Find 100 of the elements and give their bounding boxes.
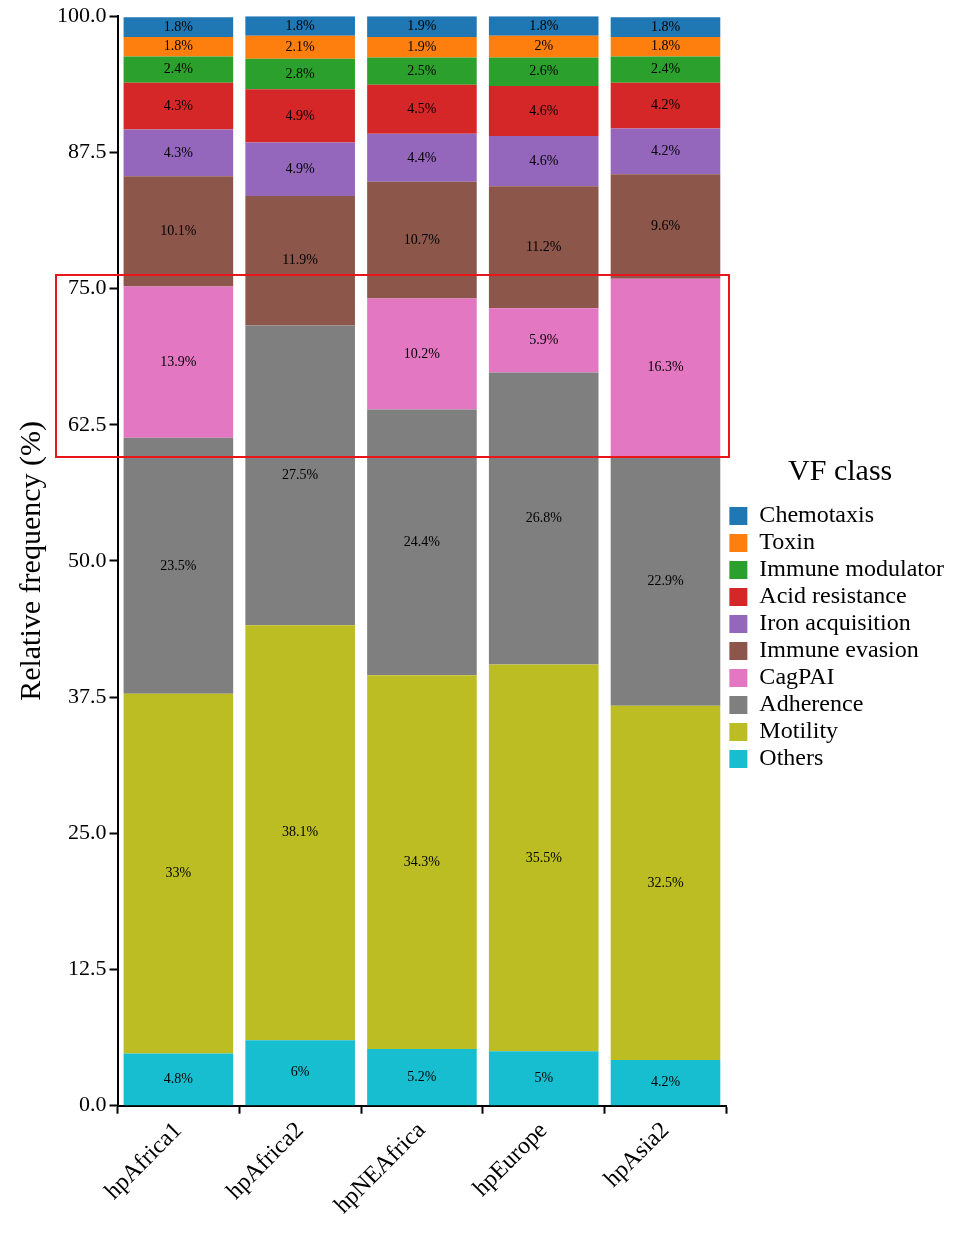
data-label: 2.4%: [650, 61, 681, 77]
data-label: 4.4%: [407, 149, 437, 165]
data-label: 4.2%: [650, 142, 681, 158]
data-label: 35.5%: [525, 849, 563, 865]
bar: [488, 186, 599, 309]
bar: [488, 664, 599, 1052]
bar: [245, 195, 355, 326]
data-label: 6%: [290, 1064, 310, 1080]
data-label: 5.2%: [407, 1068, 437, 1084]
bar: [123, 17, 234, 37]
legend-label: Toxin: [759, 528, 816, 555]
y-tick-label: 62.5: [68, 410, 107, 436]
data-label: 1.8%: [529, 17, 559, 33]
bar: [367, 181, 477, 299]
data-label: 32.5%: [647, 874, 684, 890]
bar: [488, 35, 599, 58]
legend-title: VF class: [788, 452, 893, 486]
y-tick-label: 0.0: [79, 1091, 107, 1117]
bar: [123, 1053, 234, 1106]
bar: [367, 675, 477, 1050]
bar: [488, 16, 599, 36]
bar: [123, 82, 234, 130]
data-label: 4.8%: [163, 1070, 194, 1086]
bar: [488, 85, 599, 137]
bar: [245, 35, 355, 59]
data-label: 4.9%: [285, 107, 316, 123]
data-label: 1.9%: [407, 18, 437, 34]
data-label: 9.6%: [650, 218, 681, 234]
y-tick-label: 87.5: [68, 138, 107, 164]
y-tick-label: 75.0: [68, 274, 107, 300]
bar: [123, 36, 234, 57]
legend-label: Iron acquisition: [759, 609, 911, 636]
bar: [123, 693, 234, 1054]
y-tick-label: 100.0: [57, 1, 107, 27]
data-label: 2.1%: [285, 38, 316, 54]
data-label: 5.9%: [529, 332, 559, 347]
bar: [367, 36, 477, 58]
y-tick-label: 50.0: [68, 546, 107, 572]
legend-label: Others: [759, 744, 824, 771]
bar: [610, 705, 721, 1060]
data-label: 2.8%: [285, 65, 316, 81]
data-label: 4.6%: [529, 152, 559, 168]
data-label: 5%: [534, 1069, 554, 1085]
data-label: 4.2%: [650, 1074, 681, 1090]
bar: [123, 286, 234, 438]
bar: [245, 89, 355, 143]
bar: [367, 57, 477, 85]
bar: [367, 409, 477, 676]
data-label: 26.8%: [525, 510, 563, 526]
bar: [610, 36, 721, 57]
data-label: 22.9%: [647, 572, 684, 588]
bar: [610, 82, 721, 129]
y-tick-label: 37.5: [68, 682, 107, 708]
data-label: 10.1%: [160, 223, 197, 239]
bar: [245, 325, 355, 626]
data-label: 2%: [534, 38, 554, 54]
bar: [367, 84, 477, 134]
y-axis-title: Relative frequency (%): [12, 421, 47, 701]
data-label: 27.5%: [282, 467, 319, 483]
bar: [245, 1040, 355, 1106]
data-label: 2.4%: [163, 61, 194, 77]
legend-label: Acid resistance: [759, 582, 907, 609]
bar: [123, 56, 234, 83]
bar: [367, 16, 477, 37]
bar: [245, 142, 355, 196]
data-label: 16.3%: [647, 359, 684, 375]
bar: [367, 1049, 477, 1106]
legend-label: Adherence: [759, 690, 864, 717]
data-label: 11.9%: [282, 252, 319, 268]
data-label: 1.8%: [650, 18, 681, 34]
bar: [488, 308, 599, 373]
data-label: 13.9%: [160, 353, 197, 369]
data-label: 4.2%: [650, 97, 681, 113]
data-label: 4.9%: [285, 160, 316, 176]
legend-label: Chemotaxis: [759, 501, 875, 528]
bar: [367, 133, 477, 182]
bar: [245, 625, 355, 1041]
data-label: 4.6%: [529, 102, 559, 118]
bar: [610, 278, 721, 457]
bar: [123, 437, 234, 694]
legend-label: CagPAI: [759, 663, 835, 690]
data-label: 1.8%: [650, 38, 681, 54]
bar: [610, 56, 721, 83]
bar: [610, 128, 721, 175]
data-label: 33%: [165, 865, 192, 881]
bar: [488, 1051, 599, 1106]
bar: [123, 176, 234, 287]
bar: [245, 16, 355, 36]
data-label: 4.3%: [163, 144, 194, 160]
y-tick-label: 25.0: [68, 819, 107, 845]
data-label: 2.6%: [529, 63, 559, 79]
bar: [610, 456, 721, 706]
data-label: 38.1%: [282, 824, 319, 840]
legend-label: Immune evasion: [759, 636, 919, 663]
data-label: 2.5%: [407, 62, 437, 78]
data-label: 10.2%: [403, 345, 441, 361]
bar: [610, 17, 721, 37]
data-label: 10.7%: [403, 231, 441, 247]
bar: [488, 57, 599, 86]
data-label: 1.8%: [163, 18, 194, 34]
